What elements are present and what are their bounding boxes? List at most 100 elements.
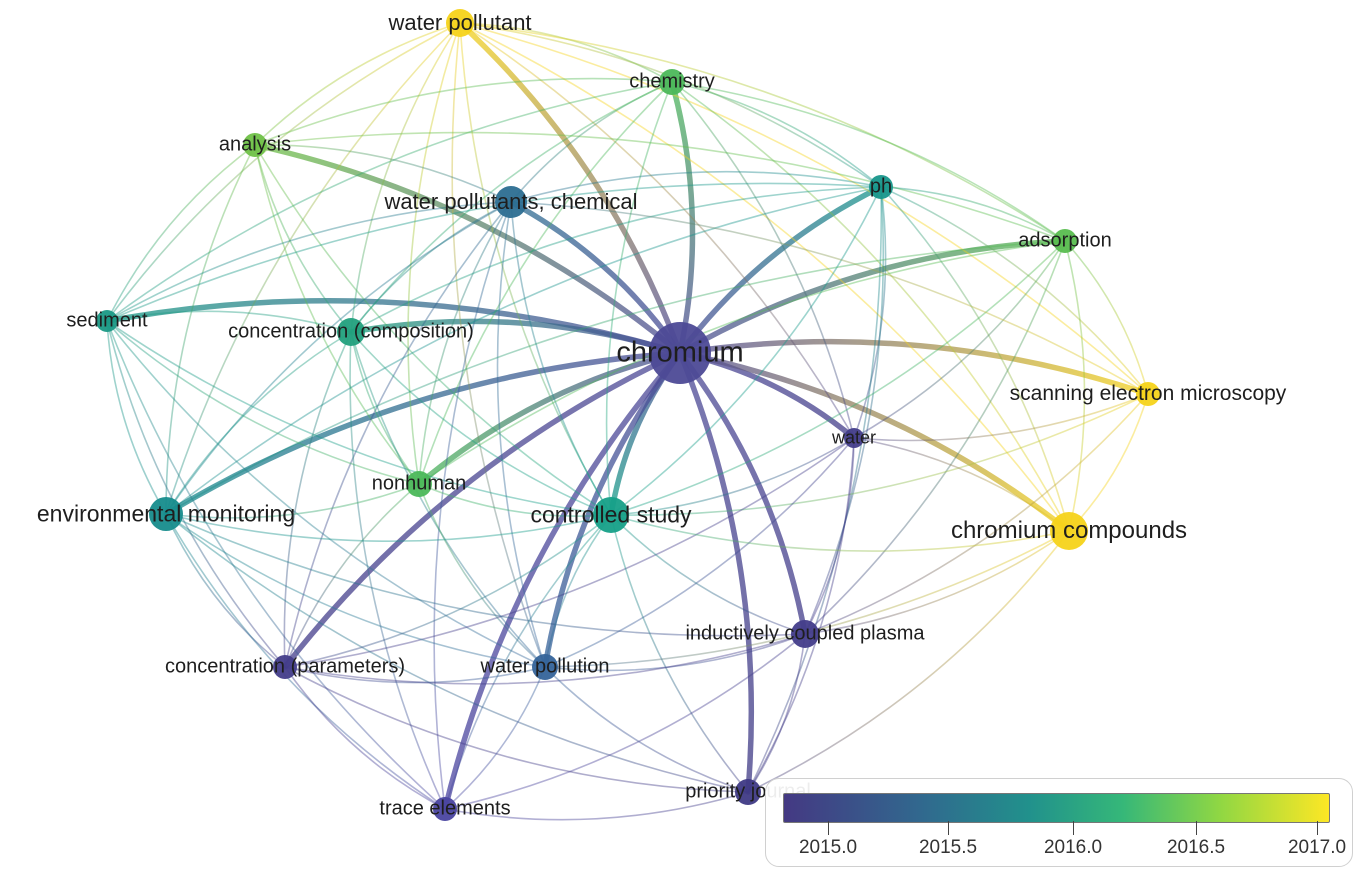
edge-concentration_composition-water_pollution (350, 331, 546, 668)
edge-chromium-water_pollutant (457, 20, 683, 356)
edge-water_pollution-priority_journal (544, 666, 749, 793)
edge-chemistry-controlled_study (605, 81, 673, 516)
edge-water_pollutant-chromium_compounds (459, 22, 1070, 532)
edge-water_pollutant-adsorption (459, 22, 1066, 242)
edge-inductively_coupled_plasma-trace_elements (444, 633, 806, 810)
legend-tick-mark (828, 821, 829, 835)
node-chemistry[interactable] (659, 69, 685, 95)
legend-tick-mark (1073, 821, 1074, 835)
edge-sediment-ph (106, 182, 882, 322)
edge-chromium-analysis (252, 142, 683, 356)
edge-adsorption-water (853, 240, 1066, 439)
edge-ph-scanning_electron_microscopy (880, 186, 1149, 395)
node-sediment[interactable] (96, 310, 118, 332)
edge-ph-adsorption (880, 186, 1066, 242)
edge-water-controlled_study (610, 437, 855, 516)
edge-environmental_monitoring-concentration_parameters (165, 513, 286, 668)
edge-water_pollutants_chemical-concentration_composition (350, 201, 512, 333)
edge-chemistry-nonhuman (418, 81, 673, 485)
edge-chromium_compounds-priority_journal (747, 530, 1070, 793)
node-environmental-monitoring[interactable] (149, 497, 183, 531)
edge-water_pollutant-concentration_composition (350, 22, 461, 333)
edge-water-concentration_parameters (284, 437, 855, 668)
edge-water-water_pollution (544, 437, 855, 668)
edge-concentration_composition-nonhuman (350, 331, 420, 485)
node-ph[interactable] (869, 175, 893, 199)
edge-environmental_monitoring-trace_elements (165, 513, 446, 810)
legend-tick-label: 2016.5 (1166, 837, 1226, 858)
edge-analysis-adsorption (254, 131, 1066, 242)
node-chromium[interactable] (649, 322, 711, 384)
legend-tick-mark (948, 821, 949, 835)
edge-concentration_parameters-priority_journal (284, 666, 749, 793)
node-chromium-compounds[interactable] (1050, 512, 1088, 550)
edge-concentration_composition-controlled_study (350, 331, 612, 516)
node-nonhuman[interactable] (406, 471, 432, 497)
edge-inductively_coupled_plasma-concentration_parameters (284, 633, 806, 685)
edge-water_pollutant-sediment (106, 22, 461, 322)
edge-chemistry-ph (671, 81, 882, 188)
edge-water_pollutant-nonhuman (407, 22, 461, 485)
edge-water-chromium_compounds (853, 437, 1070, 532)
edge-ph-environmental_monitoring (165, 186, 882, 515)
edge-priority_journal-trace_elements (444, 791, 749, 821)
edge-analysis-environmental_monitoring (165, 144, 256, 515)
edge-scanning_electron_microscopy-water_pollutants_chemical (510, 201, 1149, 395)
edge-chromium-adsorption (677, 238, 1068, 356)
node-adsorption[interactable] (1053, 229, 1077, 253)
node-water-pollutant[interactable] (446, 9, 474, 37)
edge-chemistry-sediment (106, 81, 673, 322)
legend-tick-label: 2016.0 (1043, 837, 1103, 858)
edge-chromium-trace_elements (442, 350, 683, 812)
node-concentration-parameters[interactable] (273, 655, 297, 679)
edge-chromium-ph (677, 184, 884, 356)
edge-concentration_parameters-trace_elements (284, 666, 446, 810)
node-scanning-electron-microscopy[interactable] (1136, 382, 1160, 406)
edge-water_pollutant-water_pollution (451, 22, 546, 668)
legend-color-bar (783, 793, 1330, 823)
edge-sediment-concentration_composition (106, 310, 352, 333)
edge-inductively_coupled_plasma-priority_journal (747, 633, 806, 793)
edge-water_pollutants_chemical-concentration_parameters (284, 201, 512, 668)
legend-tick-label: 2015.5 (918, 837, 978, 858)
edge-environmental_monitoring-priority_journal (165, 513, 749, 793)
edge-controlled_study-chromium_compounds (610, 514, 1070, 552)
node-water-pollution[interactable] (532, 654, 558, 680)
edge-environmental_monitoring-controlled_study (165, 513, 612, 542)
edge-scanning_electron_microscopy-controlled_study (610, 393, 1149, 516)
edge-environmental_monitoring-inductively_coupled_plasma (165, 513, 806, 637)
edge-nonhuman-concentration_parameters (284, 483, 420, 668)
node-water[interactable] (844, 428, 864, 448)
node-trace-elements[interactable] (433, 797, 457, 821)
edge-analysis-nonhuman (254, 144, 420, 485)
edge-sediment-controlled_study (106, 320, 612, 516)
edge-concentration_composition-environmental_monitoring (165, 331, 352, 515)
edge-concentration_parameters-water_pollution (284, 666, 546, 684)
legend-tick-mark (1196, 821, 1197, 835)
edge-sediment-water_pollution (106, 320, 546, 668)
node-analysis[interactable] (243, 133, 267, 157)
edge-water_pollutant-water (459, 22, 855, 439)
edge-controlled_study-concentration_parameters (284, 514, 612, 668)
node-controlled-study[interactable] (593, 497, 629, 533)
node-inductively-coupled-plasma[interactable] (791, 620, 819, 648)
edge-water_pollutants_chemical-controlled_study (510, 201, 612, 516)
edge-chemistry-water (671, 81, 855, 439)
node-water-pollutants-chemical[interactable] (495, 186, 527, 218)
edge-adsorption-environmental_monitoring (165, 240, 1066, 515)
edge-nonhuman-controlled_study (418, 483, 612, 517)
edge-chromium-inductively_coupled_plasma (677, 350, 808, 637)
edge-water_pollutant-analysis (254, 22, 461, 146)
node-priority-journal[interactable] (735, 779, 761, 805)
edge-adsorption-chromium_compounds (1064, 240, 1086, 532)
edge-ph-inductively_coupled_plasma (804, 186, 885, 635)
edge-water_pollutants_chemical-trace_elements (433, 201, 512, 810)
edge-water-priority_journal (747, 437, 855, 793)
edge-chromium_compounds-inductively_coupled_plasma (804, 530, 1070, 635)
edge-adsorption-nonhuman (418, 240, 1066, 485)
node-concentration-composition[interactable] (337, 318, 365, 346)
edge-ph-chromium_compounds (880, 186, 1070, 532)
legend-tick-mark (1317, 821, 1318, 835)
edge-concentration_composition-ph (350, 186, 882, 333)
edge-water_pollutants_chemical-ph (510, 170, 882, 203)
